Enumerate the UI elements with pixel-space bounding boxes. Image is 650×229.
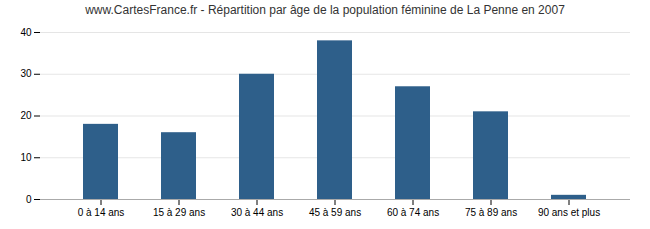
svg-text:0 à 14 ans: 0 à 14 ans bbox=[78, 207, 125, 218]
svg-text:0: 0 bbox=[26, 194, 32, 205]
svg-text:30: 30 bbox=[20, 68, 32, 79]
svg-text:20: 20 bbox=[20, 110, 32, 121]
svg-text:30 à 44 ans: 30 à 44 ans bbox=[231, 207, 283, 218]
svg-text:15 à 29 ans: 15 à 29 ans bbox=[153, 207, 205, 218]
svg-text:60 à 74 ans: 60 à 74 ans bbox=[387, 207, 439, 218]
svg-text:90 ans et plus: 90 ans et plus bbox=[538, 207, 600, 218]
svg-text:40: 40 bbox=[20, 27, 32, 38]
svg-text:75 à 89 ans: 75 à 89 ans bbox=[465, 207, 517, 218]
svg-text:45 à 59 ans: 45 à 59 ans bbox=[309, 207, 361, 218]
html-text:www.CartesFrance.fr - Répartit: www.CartesFrance.fr - Répartition par âg… bbox=[85, 3, 565, 17]
svg-text:10: 10 bbox=[20, 152, 32, 163]
